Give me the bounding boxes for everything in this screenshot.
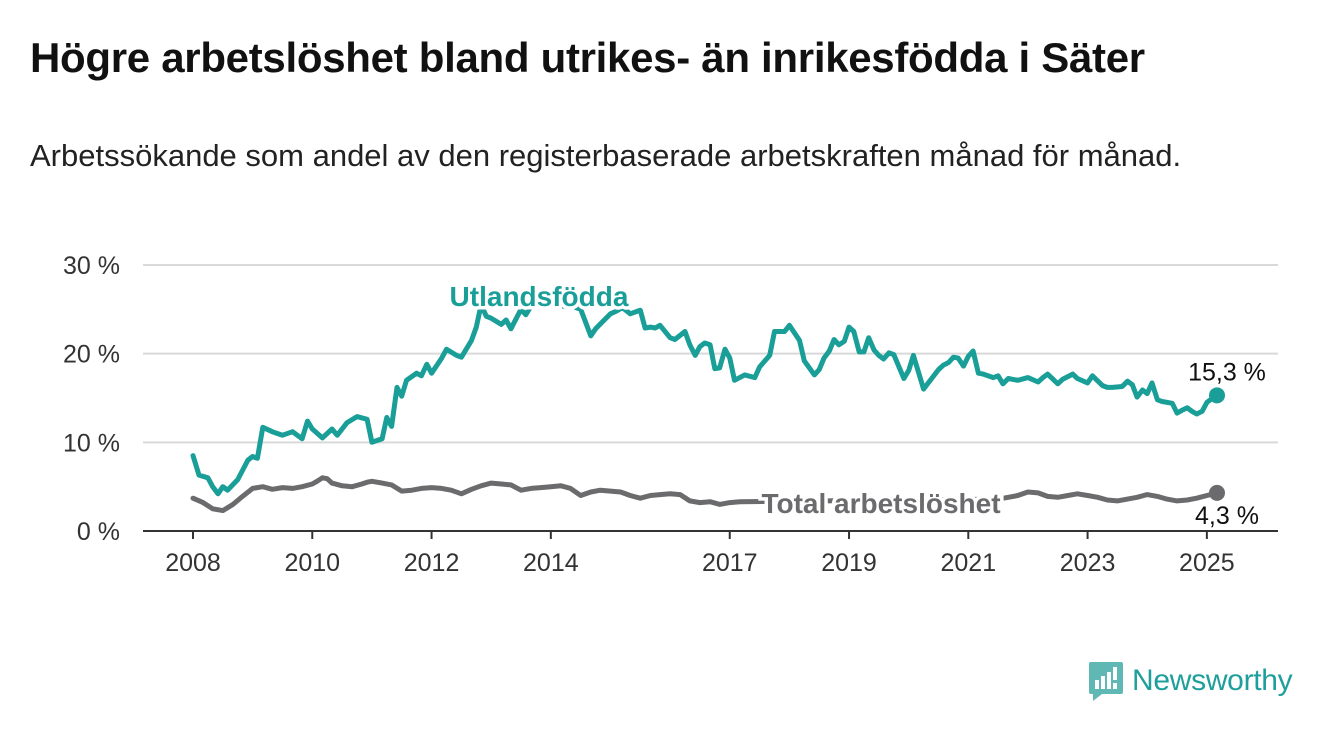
series-label: Total arbetslöshet: [761, 488, 1000, 519]
brand-name: Newsworthy: [1132, 664, 1293, 697]
end-point-marker: [1209, 484, 1225, 501]
x-tick-label: 2023: [1060, 549, 1116, 577]
x-tick-label: 2021: [940, 549, 996, 577]
y-tick-label: 0 %: [77, 518, 120, 546]
chart-title: Högre arbetslöshet bland utrikes- än inr…: [30, 34, 1145, 81]
x-tick-label: 2017: [702, 549, 758, 577]
x-tick-label: 2014: [523, 549, 579, 577]
x-axis: 2008 2010 2012 2014 2017 2019 2021 2023 2025: [143, 530, 1278, 577]
y-tick-label: 20 %: [63, 341, 120, 369]
newsworthy-logo-icon: [1089, 662, 1123, 701]
x-tick-label: 2019: [821, 549, 877, 577]
end-point-marker: [1209, 387, 1225, 404]
series-lines: [190, 301, 1225, 514]
x-tick-label: 2012: [404, 549, 460, 577]
x-tick-label: 2010: [284, 549, 340, 577]
series-line-1: [190, 475, 1220, 514]
series-label: Utlandsfödda: [450, 281, 629, 312]
end-value-label: 15,3 %: [1188, 358, 1266, 386]
series-line-0: [190, 301, 1220, 497]
x-tick-label: 2008: [165, 549, 221, 577]
annotation-labels: 15,3 % 4,3 % Utlandsfödda Total arbetslöshe…: [446, 278, 1266, 530]
x-tick-label: 2025: [1179, 549, 1235, 577]
chart-subtitle: Arbetssökande som andel av den registerb…: [30, 138, 1182, 173]
y-tick-label: 10 %: [63, 429, 120, 457]
end-value-label: 4,3 %: [1195, 502, 1259, 530]
y-tick-label: 30 %: [63, 252, 120, 280]
brand-logo: Newsworthy: [1088, 660, 1293, 702]
y-axis-tick-labels: 0 % 10 % 20 % 30 %: [63, 252, 120, 546]
